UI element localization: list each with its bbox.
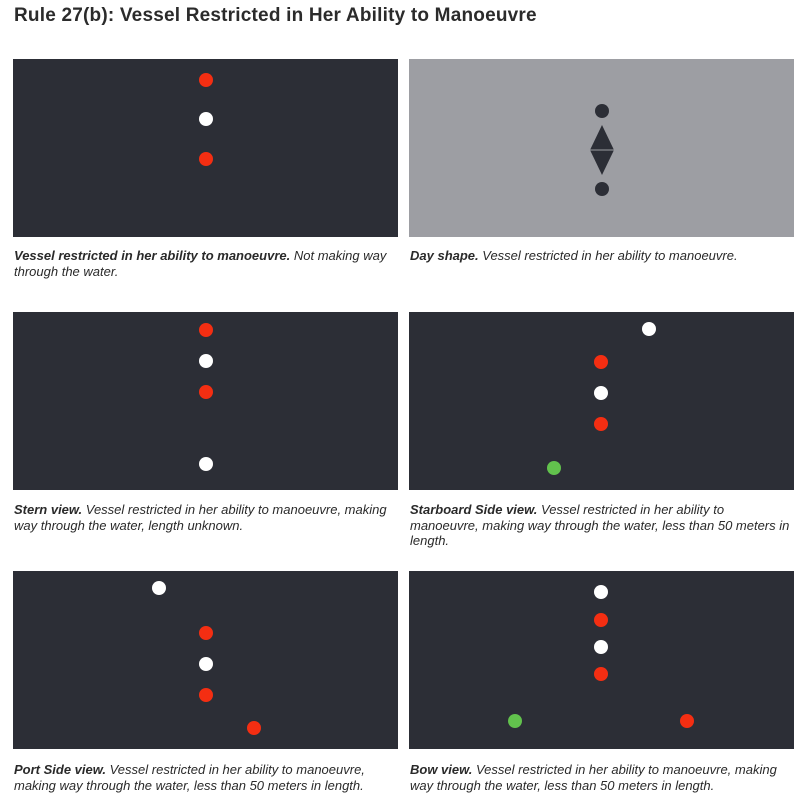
masthead-red-light-top [199, 626, 213, 640]
masthead-white-light [594, 640, 608, 654]
caption-bold: Vessel restricted in her ability to mano… [14, 248, 291, 263]
masthead-red-light-bottom [199, 385, 213, 399]
masthead-red-light-top [594, 613, 608, 627]
caption-bold: Bow view. [410, 762, 473, 777]
caption-text: Vessel restricted in her ability to mano… [14, 762, 365, 793]
caption-bold: Port Side view. [14, 762, 106, 777]
caption-text: Vessel restricted in her ability to mano… [478, 248, 738, 263]
caption-starboard-side-view: Starboard Side view. Vessel restricted i… [410, 502, 790, 549]
panel-port-side-view [13, 571, 398, 749]
panel-bow-view [409, 571, 794, 749]
panel-starboard-side-view [409, 312, 794, 490]
day-shape-ball-top [595, 104, 609, 118]
masthead-white-light [199, 657, 213, 671]
page-title: Rule 27(b): Vessel Restricted in Her Abi… [14, 5, 537, 26]
panel-not-making-way [13, 59, 398, 237]
caption-bold: Stern view. [14, 502, 83, 517]
stern-white-light [199, 457, 213, 471]
caption-text: Vessel restricted in her ability to mano… [410, 502, 790, 548]
masthead-red-light-bottom [594, 417, 608, 431]
starboard-green-sidelight [508, 714, 522, 728]
masthead-white-light-aft [152, 581, 166, 595]
caption-bold: Starboard Side view. [410, 502, 538, 517]
caption-bold: Day shape. [410, 248, 479, 263]
masthead-red-light-top [594, 355, 608, 369]
masthead-red-light-bottom [199, 152, 213, 166]
day-shape-ball-bottom [595, 182, 609, 196]
masthead-white-light-top [594, 585, 608, 599]
masthead-red-light-bottom [199, 688, 213, 702]
masthead-white-light [594, 386, 608, 400]
caption-text: Vessel restricted in her ability to mano… [410, 762, 777, 793]
port-red-sidelight [247, 721, 261, 735]
day-shape-diamond [590, 125, 614, 175]
port-red-sidelight [680, 714, 694, 728]
masthead-white-light [199, 112, 213, 126]
masthead-red-light-bottom [594, 667, 608, 681]
caption-day-shape: Day shape. Vessel restricted in her abil… [410, 248, 790, 264]
caption-not-making-way: Vessel restricted in her ability to mano… [14, 248, 394, 279]
caption-stern-view: Stern view. Vessel restricted in her abi… [14, 502, 394, 533]
masthead-white-light [199, 354, 213, 368]
masthead-white-light-aft [642, 322, 656, 336]
caption-port-side-view: Port Side view. Vessel restricted in her… [14, 762, 394, 793]
starboard-green-sidelight [547, 461, 561, 475]
panel-day-shape [409, 59, 794, 237]
panel-stern-view [13, 312, 398, 490]
masthead-red-light-top [199, 73, 213, 87]
caption-bow-view: Bow view. Vessel restricted in her abili… [410, 762, 790, 793]
caption-text: Vessel restricted in her ability to mano… [14, 502, 387, 533]
masthead-red-light-top [199, 323, 213, 337]
caption-text: Not making way through the water. [14, 248, 387, 279]
